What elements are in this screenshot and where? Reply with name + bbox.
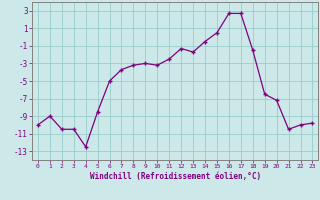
- X-axis label: Windchill (Refroidissement éolien,°C): Windchill (Refroidissement éolien,°C): [90, 172, 261, 181]
